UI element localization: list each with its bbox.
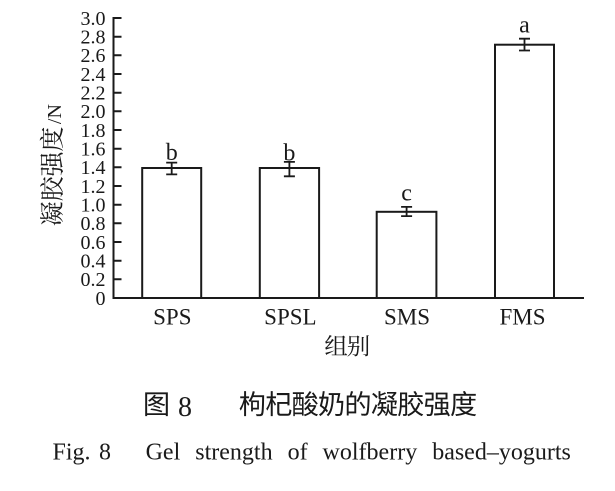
svg-text:2.6: 2.6 xyxy=(81,45,106,67)
svg-text:Gel strength of wolfberry base: Gel strength of wolfberry based–yogurts xyxy=(146,439,571,465)
svg-text:2.8: 2.8 xyxy=(81,27,106,49)
svg-text:b: b xyxy=(283,141,295,167)
svg-text:2.0: 2.0 xyxy=(81,101,106,123)
svg-text:0.8: 0.8 xyxy=(81,213,106,235)
svg-text:Fig. 8: Fig. 8 xyxy=(53,439,112,465)
svg-text:2.2: 2.2 xyxy=(81,83,106,105)
svg-text:1.8: 1.8 xyxy=(81,120,106,142)
svg-text:FMS: FMS xyxy=(499,304,545,329)
svg-text:0.4: 0.4 xyxy=(81,251,106,273)
svg-text:0.6: 0.6 xyxy=(81,232,106,254)
svg-text:1.6: 1.6 xyxy=(81,139,106,161)
svg-text:2.4: 2.4 xyxy=(81,64,106,86)
svg-text:1.2: 1.2 xyxy=(81,176,106,198)
svg-text:c: c xyxy=(401,181,412,207)
svg-text:3.0: 3.0 xyxy=(81,8,106,30)
svg-text:8: 8 xyxy=(178,392,192,423)
svg-text:b: b xyxy=(166,140,178,166)
svg-text:SPS: SPS xyxy=(153,304,191,329)
svg-text:a: a xyxy=(519,13,530,39)
svg-text:1.4: 1.4 xyxy=(81,157,106,179)
svg-text:SMS: SMS xyxy=(384,304,430,329)
svg-text:SPSL: SPSL xyxy=(264,304,316,329)
svg-text:0: 0 xyxy=(96,288,106,310)
svg-text:/N: /N xyxy=(44,104,66,124)
svg-text:1.0: 1.0 xyxy=(81,195,106,217)
svg-text:0.2: 0.2 xyxy=(81,269,106,291)
